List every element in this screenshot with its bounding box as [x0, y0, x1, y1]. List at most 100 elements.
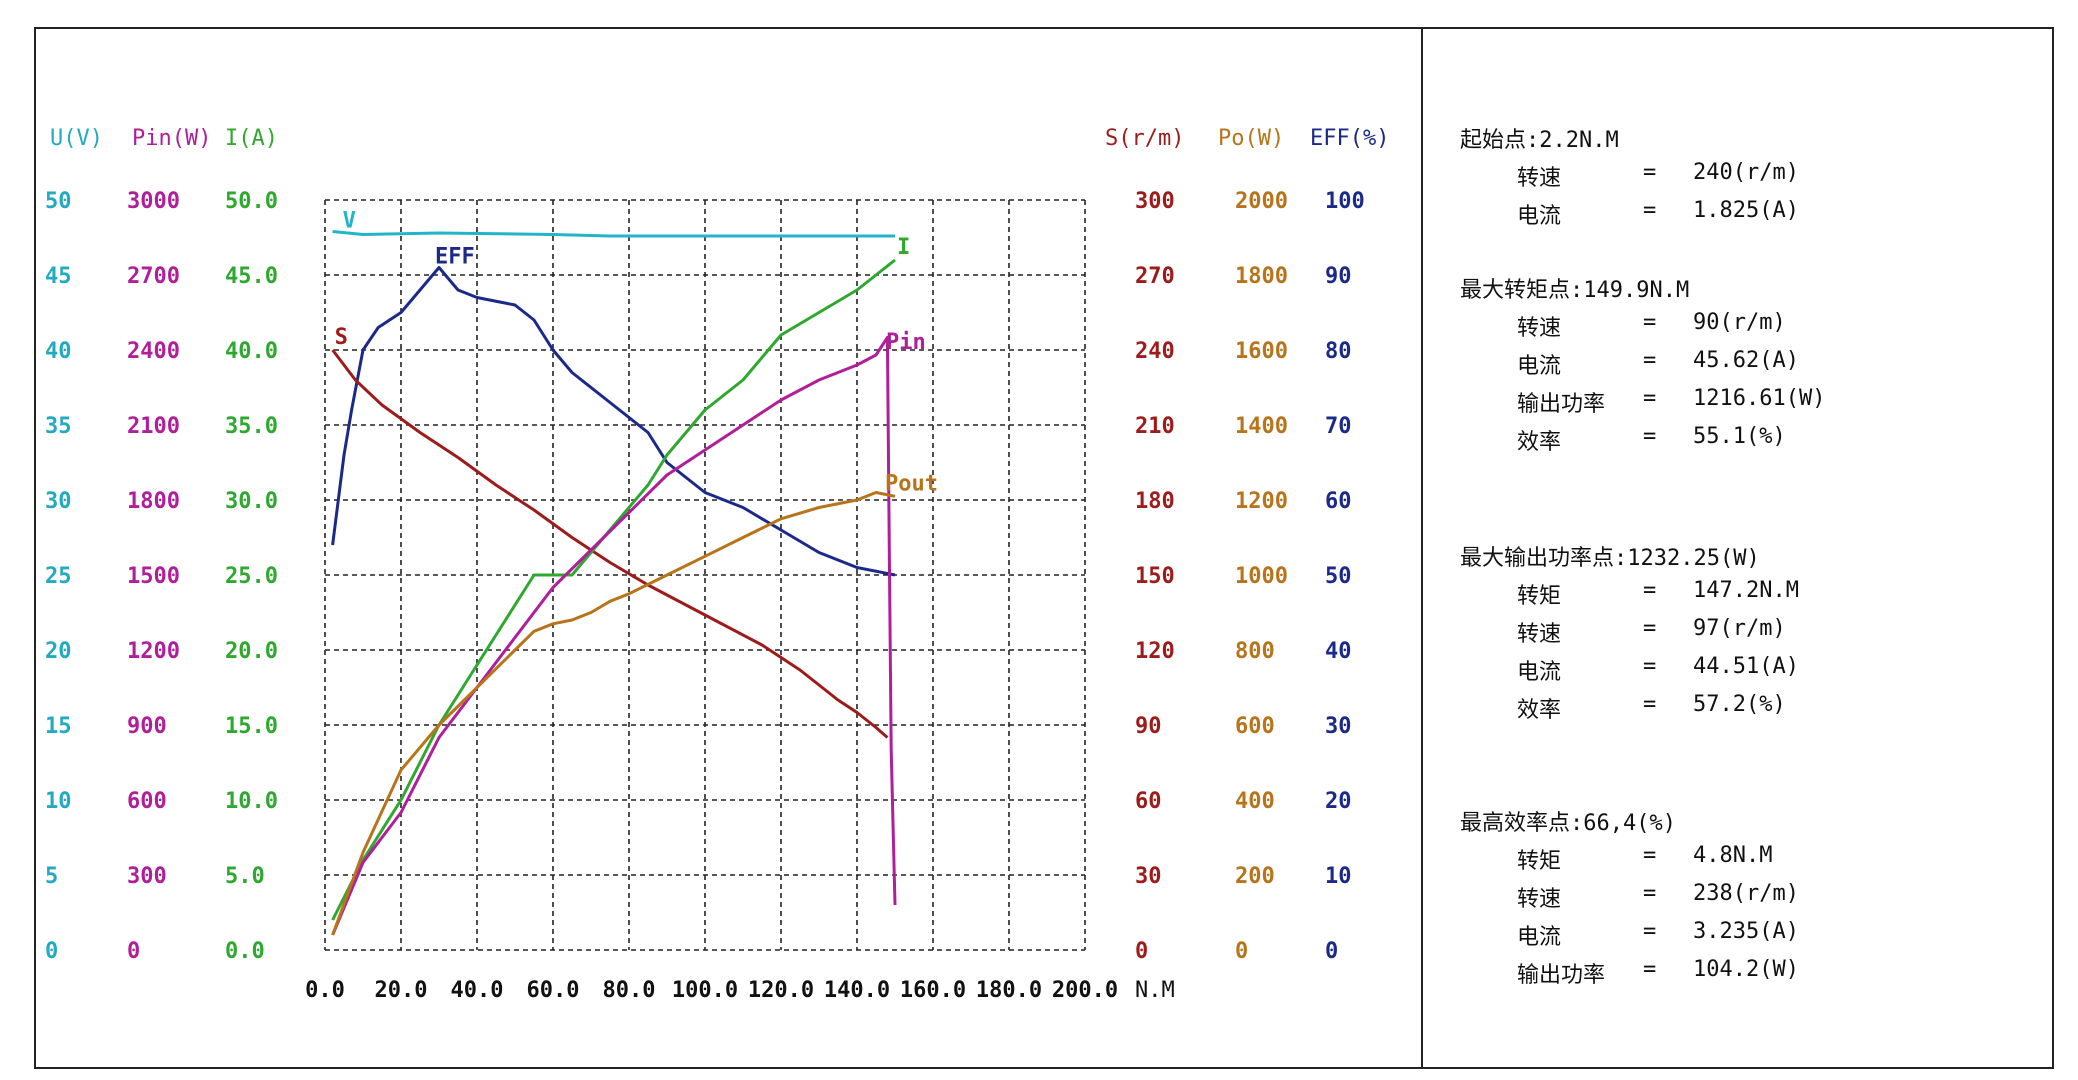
info-row-label: 转速 — [1517, 316, 1562, 341]
left-axis-tick-label: 1500 — [127, 564, 180, 589]
right-axis-tick-label: 1800 — [1235, 264, 1288, 289]
right-axis-tick-label: 120 — [1135, 639, 1175, 664]
left-axis-tick-label: 10.0 — [225, 789, 278, 814]
info-section-title: 最大输出功率点:1232.25(W) — [1460, 546, 1760, 571]
info-row-equals: = — [1643, 424, 1657, 449]
left-axis-tick-label: 20.0 — [225, 639, 278, 664]
info-row-value: 97(r/m) — [1693, 616, 1786, 641]
x-axis-tick-label: 20.0 — [375, 978, 428, 1003]
right-axis-tick-label: 30 — [1325, 714, 1352, 739]
right-axis-title: Po(W) — [1218, 126, 1284, 151]
x-axis-unit-label: N.M — [1135, 978, 1175, 1003]
right-axis-tick-label: 150 — [1135, 564, 1175, 589]
series-line-i — [331, 258, 896, 921]
x-axis-tick-label: 160.0 — [900, 978, 966, 1003]
left-axis-tick-label: 25.0 — [225, 564, 278, 589]
chart-frame — [34, 27, 2054, 1069]
info-row-value: 147.2N.M — [1693, 578, 1799, 603]
left-axis-tick-label: 5.0 — [225, 864, 265, 889]
info-row-equals: = — [1643, 843, 1657, 868]
series-label-i: I — [897, 235, 910, 260]
left-axis-tick-label: 30 — [45, 489, 72, 514]
info-row-value: 45.62(A) — [1693, 348, 1799, 373]
info-row-equals: = — [1643, 616, 1657, 641]
left-axis-tick-label: 300 — [127, 864, 167, 889]
right-axis-tick-label: 1000 — [1235, 564, 1288, 589]
right-axis-tick-label: 800 — [1235, 639, 1275, 664]
left-axis-tick-label: 2700 — [127, 264, 180, 289]
info-section-title: 起始点:2.2N.M — [1460, 128, 1619, 153]
right-axis-tick-label: 90 — [1135, 714, 1162, 739]
x-axis-tick-label: 180.0 — [976, 978, 1042, 1003]
series-line-v — [332, 230, 895, 238]
x-axis-tick-label: 120.0 — [748, 978, 814, 1003]
info-row-label: 电流 — [1517, 660, 1562, 685]
info-row-label: 效率 — [1517, 430, 1562, 455]
series-line-pout — [331, 491, 896, 936]
left-axis-tick-label: 15.0 — [225, 714, 278, 739]
left-axis-tick-label: 50.0 — [225, 189, 278, 214]
right-axis-tick-label: 90 — [1325, 264, 1352, 289]
info-row-value: 1.825(A) — [1693, 198, 1799, 223]
info-row-equals: = — [1643, 348, 1657, 373]
left-axis-title: Pin(W) — [132, 126, 211, 151]
right-axis-tick-label: 210 — [1135, 414, 1175, 439]
info-row-value: 4.8N.M — [1693, 843, 1773, 868]
left-axis-tick-label: 30.0 — [225, 489, 278, 514]
info-row-equals: = — [1643, 692, 1657, 717]
info-row-label: 转速 — [1517, 887, 1562, 912]
info-section-title: 最大转矩点:149.9N.M — [1460, 278, 1690, 303]
info-row-value: 90(r/m) — [1693, 310, 1786, 335]
left-axis-tick-label: 1800 — [127, 489, 180, 514]
series-line-s — [331, 349, 889, 739]
left-axis-tick-label: 15 — [45, 714, 72, 739]
info-row-label: 输出功率 — [1517, 392, 1606, 417]
right-axis-tick-label: 60 — [1135, 789, 1162, 814]
right-axis-title: EFF(%) — [1310, 126, 1389, 151]
info-row-value: 57.2(%) — [1693, 692, 1786, 717]
info-row-value: 3.235(A) — [1693, 919, 1799, 944]
info-row-equals: = — [1643, 919, 1657, 944]
info-row-label: 电流 — [1517, 925, 1562, 950]
info-row-label: 电流 — [1517, 354, 1562, 379]
series-line-pin — [331, 336, 897, 936]
series-label-pout: Pout — [885, 471, 938, 496]
right-axis-tick-label: 600 — [1235, 714, 1275, 739]
info-row-equals: = — [1643, 881, 1657, 906]
info-row-label: 转矩 — [1517, 849, 1562, 874]
series-label-pin: Pin — [886, 330, 926, 355]
left-axis-tick-label: 2400 — [127, 339, 180, 364]
right-axis-tick-label: 300 — [1135, 189, 1175, 214]
grid-lines — [324, 199, 1086, 951]
right-axis-tick-label: 0 — [1235, 939, 1248, 964]
left-axis-title: I(A) — [225, 126, 278, 151]
info-row-value: 238(r/m) — [1693, 881, 1799, 906]
right-axis-tick-label: 10 — [1325, 864, 1352, 889]
info-row-label: 电流 — [1517, 204, 1562, 229]
left-axis-tick-label: 1200 — [127, 639, 180, 664]
right-axis-tick-label: 50 — [1325, 564, 1352, 589]
x-axis-tick-label: 60.0 — [527, 978, 580, 1003]
right-axis-tick-label: 100 — [1325, 189, 1365, 214]
series-label-s: S — [335, 325, 348, 350]
x-axis-tick-label: 140.0 — [824, 978, 890, 1003]
x-axis-tick-label: 40.0 — [451, 978, 504, 1003]
series-line-eff — [331, 266, 896, 577]
info-row-equals: = — [1643, 160, 1657, 185]
left-axis-tick-label: 900 — [127, 714, 167, 739]
left-axis-tick-label: 40.0 — [225, 339, 278, 364]
series-label-v: V — [343, 209, 356, 234]
left-axis-tick-label: 35 — [45, 414, 72, 439]
right-axis-tick-label: 1600 — [1235, 339, 1288, 364]
info-row-equals: = — [1643, 386, 1657, 411]
right-axis-tick-label: 270 — [1135, 264, 1175, 289]
left-axis-title: U(V) — [50, 126, 103, 151]
left-axis-tick-label: 3000 — [127, 189, 180, 214]
x-axis-tick-label: 100.0 — [672, 978, 738, 1003]
right-axis-tick-label: 60 — [1325, 489, 1352, 514]
left-axis-tick-label: 0.0 — [225, 939, 265, 964]
right-axis-tick-label: 1200 — [1235, 489, 1288, 514]
left-axis-tick-label: 25 — [45, 564, 72, 589]
right-axis-tick-label: 1400 — [1235, 414, 1288, 439]
